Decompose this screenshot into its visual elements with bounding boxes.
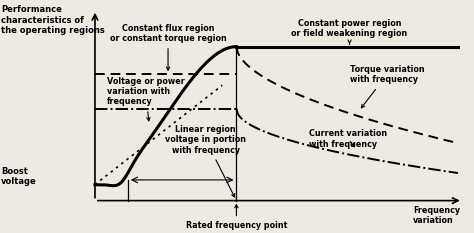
Text: Linear region
voltage in portion
with frequency: Linear region voltage in portion with fr… <box>165 125 246 197</box>
Text: Performance
characteristics of
the operating regions: Performance characteristics of the opera… <box>1 5 105 35</box>
Text: Constant power region
or field weakening region: Constant power region or field weakening… <box>292 19 408 44</box>
Text: Frequency
variation: Frequency variation <box>413 206 460 225</box>
Text: Constant flux region
or constant torque region: Constant flux region or constant torque … <box>109 24 227 70</box>
Text: Boost
voltage: Boost voltage <box>1 167 37 186</box>
Text: Current variation
with frequency: Current variation with frequency <box>310 129 388 149</box>
Text: Rated frequency point: Rated frequency point <box>186 205 287 230</box>
Text: Torque variation
with frequency: Torque variation with frequency <box>349 65 424 108</box>
Text: Voltage or power
variation with
frequency: Voltage or power variation with frequenc… <box>107 76 184 121</box>
